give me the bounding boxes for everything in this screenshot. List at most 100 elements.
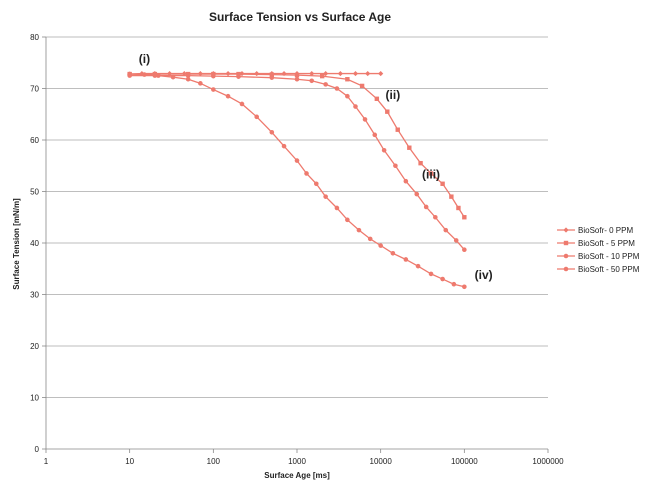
legend-label: BioSoft - 10 PPM	[578, 252, 640, 261]
annotation-label: (ii)	[386, 88, 401, 102]
y-tick-label: 50	[30, 188, 39, 197]
data-point	[170, 74, 176, 80]
series-layer	[127, 70, 467, 290]
y-tick-label: 30	[30, 291, 39, 300]
data-point	[334, 86, 340, 91]
legend-marker	[563, 227, 569, 233]
data-point	[225, 93, 231, 99]
series-3	[127, 73, 467, 252]
data-point	[414, 191, 420, 197]
data-point	[236, 74, 241, 79]
data-point	[449, 194, 454, 199]
data-point	[185, 76, 191, 82]
y-tick-label: 0	[35, 445, 40, 454]
data-point	[269, 129, 275, 135]
data-point	[374, 96, 380, 101]
legend-label: BioSofr- 0 PPM	[578, 226, 633, 235]
data-point	[353, 104, 358, 109]
data-point	[428, 171, 434, 176]
data-point	[156, 73, 161, 78]
data-point	[407, 145, 412, 150]
data-point	[211, 73, 216, 79]
series-line	[129, 73, 465, 218]
legend-label: BioSoft - 50 PPM	[578, 265, 640, 274]
data-point	[462, 247, 467, 252]
annotation-label: (iv)	[475, 268, 493, 282]
data-point	[323, 82, 328, 87]
series-line	[129, 73, 465, 288]
data-point	[198, 81, 203, 86]
data-point	[294, 72, 300, 78]
data-point	[269, 75, 275, 80]
legend-item: BioSoft - 10 PPM	[557, 252, 640, 261]
data-point	[462, 215, 467, 220]
data-point	[254, 114, 260, 120]
legend-item: BioSoft - 50 PPM	[557, 265, 640, 274]
data-point	[345, 93, 350, 99]
data-point	[239, 101, 245, 107]
data-point	[385, 109, 390, 114]
data-point	[378, 243, 383, 248]
x-axis-label: Surface Age [ms]	[264, 471, 330, 480]
x-tick-label: 1000	[288, 457, 306, 466]
y-axis-label: Surface Tension [mN/m]	[12, 198, 21, 290]
data-point	[403, 257, 409, 262]
data-point	[440, 276, 445, 282]
legend-item: BioSofr- 0 PPM	[557, 226, 633, 235]
data-point	[428, 271, 434, 277]
x-tick-label: 10	[125, 457, 134, 466]
chart-title: Surface Tension vs Surface Age	[209, 10, 391, 24]
data-point	[367, 236, 373, 242]
legend-item: BioSoft - 5 PPM	[557, 239, 635, 248]
series-2	[127, 71, 467, 220]
y-tick-label: 10	[30, 394, 39, 403]
data-point	[211, 87, 216, 92]
data-point	[462, 284, 467, 290]
data-point	[294, 158, 300, 163]
annotation-label: (i)	[139, 52, 150, 66]
data-point	[390, 251, 396, 256]
x-tick-label: 100	[207, 457, 221, 466]
data-point	[453, 238, 459, 243]
legend-marker	[563, 266, 569, 272]
data-point	[236, 71, 241, 77]
data-point	[323, 194, 328, 199]
y-tick-label: 60	[30, 136, 39, 145]
y-tick-label: 20	[30, 342, 39, 351]
data-point	[334, 205, 340, 211]
legend: BioSofr- 0 PPM BioSoft - 5 PPM BioSoft - 1…	[557, 226, 640, 274]
data-point	[415, 263, 421, 269]
data-point	[356, 227, 362, 233]
data-point	[381, 148, 387, 153]
data-point	[440, 181, 445, 186]
data-point	[403, 178, 409, 184]
data-point	[254, 70, 260, 77]
data-point	[142, 72, 147, 77]
data-point	[365, 70, 371, 77]
data-point	[345, 217, 350, 223]
y-tick-label: 70	[30, 85, 39, 94]
legend-label: BioSoft - 5 PPM	[578, 239, 635, 248]
data-point	[362, 117, 368, 122]
data-point	[352, 70, 359, 77]
data-point	[443, 227, 449, 233]
data-point	[294, 76, 300, 82]
data-point	[185, 73, 191, 78]
data-point	[337, 70, 343, 77]
data-point	[395, 127, 400, 132]
x-tick-label: 1000000	[532, 457, 564, 466]
x-tick-label: 1	[44, 457, 49, 466]
y-tick-label: 40	[30, 239, 39, 248]
data-point	[309, 70, 315, 77]
data-point	[269, 72, 275, 77]
y-tick-label: 80	[30, 33, 39, 42]
data-point	[345, 77, 350, 82]
data-point	[281, 143, 287, 149]
data-point	[372, 132, 378, 138]
data-point	[304, 171, 309, 176]
data-point	[309, 78, 315, 84]
data-point	[456, 205, 461, 211]
data-point	[378, 70, 384, 77]
data-point	[451, 281, 457, 287]
